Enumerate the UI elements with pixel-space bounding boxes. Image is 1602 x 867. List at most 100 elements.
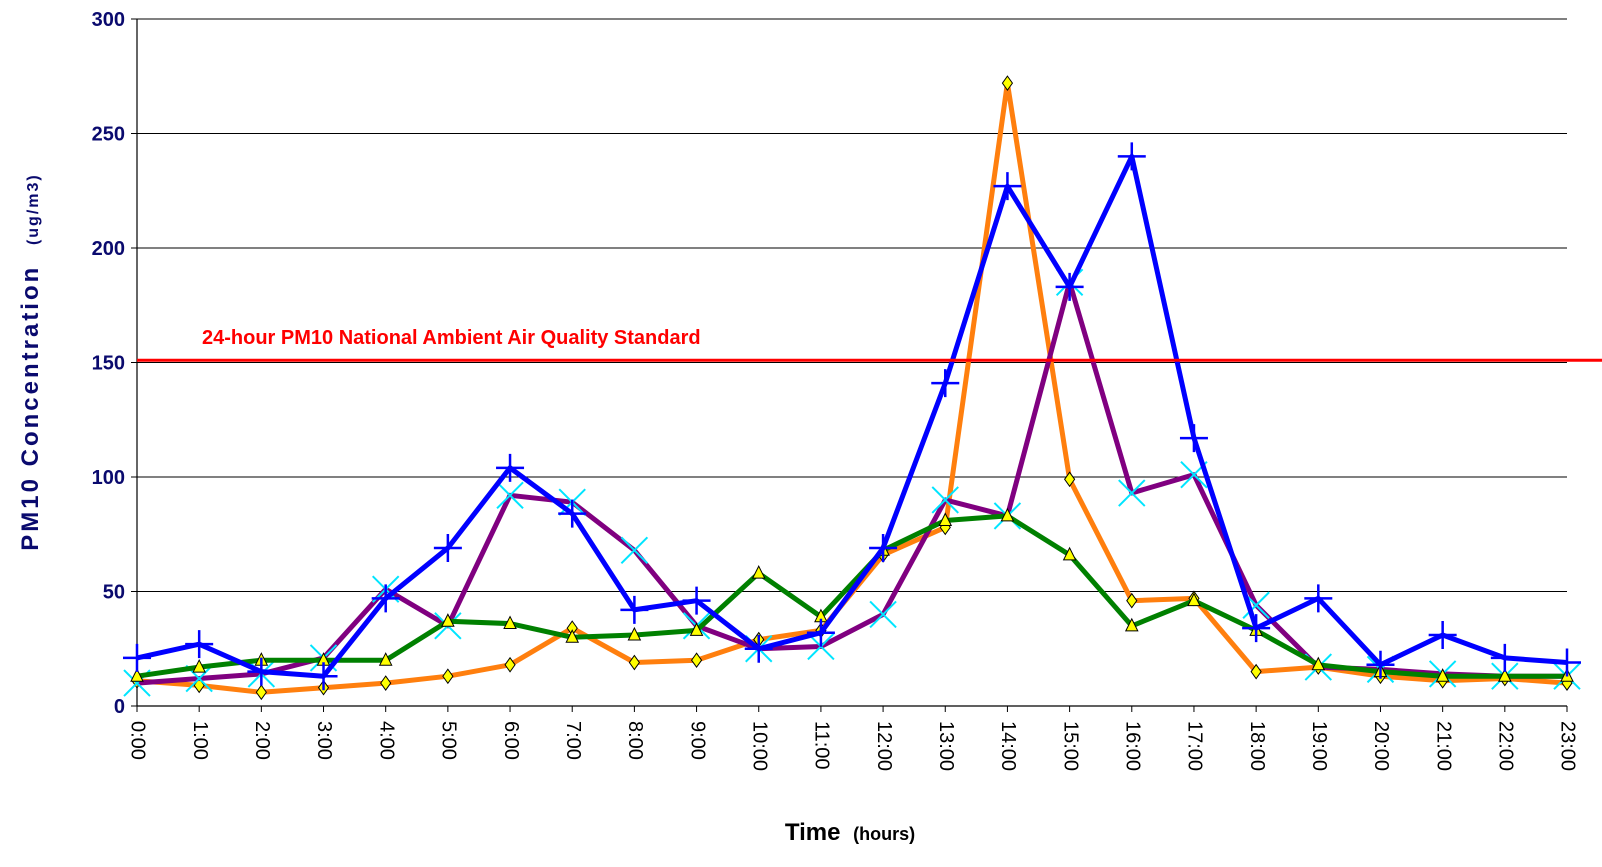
data-point-plus	[247, 657, 276, 686]
y-tick-label: 100	[92, 467, 125, 489]
data-point-x	[620, 536, 649, 564]
data-point-x	[931, 486, 959, 514]
data-point-triangle	[1498, 668, 1512, 682]
data-point-x	[1118, 479, 1146, 507]
y-tick-label: 0	[114, 696, 125, 718]
x-tick-label: 23:00	[1557, 721, 1579, 771]
data-point-plus	[185, 630, 214, 659]
x-tick-label: 15:00	[1059, 721, 1081, 771]
data-point-plus	[1428, 621, 1457, 650]
data-point-plus	[1055, 272, 1084, 301]
x-tick-label: 19:00	[1308, 721, 1330, 771]
data-point-x	[496, 481, 524, 510]
data-point-plus	[620, 595, 649, 624]
y-axis-ticks: 0 50 100 150 200 250 300	[92, 9, 137, 718]
data-point-plus	[371, 584, 400, 613]
data-point-triangle	[378, 652, 393, 666]
data-point-plus	[682, 586, 711, 615]
y-axis-title-unit: (ug/m3)	[25, 173, 42, 245]
data-point-plus	[309, 662, 338, 691]
data-point-triangle	[1062, 546, 1077, 561]
x-tick-label: 5:00	[438, 721, 460, 760]
data-point-x	[869, 600, 897, 629]
data-point-plus	[1553, 648, 1581, 677]
data-point-triangle	[1187, 592, 1201, 607]
data-point-plus	[1304, 584, 1333, 613]
x-tick-label: 8:00	[624, 721, 646, 760]
data-point-diamond	[1126, 592, 1138, 609]
data-point-plus	[496, 453, 525, 482]
data-point-triangle	[689, 622, 704, 636]
x-axis-title-main: Time	[785, 819, 841, 846]
x-tick-label: 21:00	[1432, 721, 1454, 771]
data-point-triangle	[130, 668, 144, 682]
x-tick-label: 3:00	[313, 721, 335, 760]
x-tick-label: 7:00	[562, 721, 584, 760]
x-tick-label: 4:00	[375, 721, 397, 760]
data-point-plus	[1366, 650, 1395, 679]
data-point-diamond	[504, 656, 516, 673]
gridlines	[137, 18, 1567, 592]
series-4	[123, 142, 1581, 691]
x-axis-ticks: 0:00 1:00 2:00 3:00 4:00 5:00 6:00 7:00 8:00 9:00…	[127, 706, 1579, 771]
x-tick-label: 6:00	[500, 721, 522, 760]
data-point-diamond	[690, 652, 703, 669]
data-point-plus	[1179, 424, 1208, 453]
x-tick-label: 12:00	[873, 721, 895, 771]
y-tick-label: 250	[92, 124, 125, 146]
y-axis-title: PM10 Concentration (ug/m3)	[17, 173, 44, 550]
data-point-diamond	[1063, 471, 1076, 488]
x-tick-label: 18:00	[1246, 721, 1268, 771]
data-point-plus	[123, 643, 151, 672]
series-1	[131, 75, 1573, 701]
data-point-plus	[993, 172, 1022, 201]
x-axis-title-unit: (hours)	[853, 824, 915, 844]
data-point-diamond	[1250, 663, 1262, 680]
x-tick-label: 13:00	[935, 721, 957, 771]
data-point-plus	[1242, 614, 1271, 643]
x-tick-label: 20:00	[1370, 721, 1392, 771]
data-point-diamond	[628, 654, 641, 671]
x-tick-label: 16:00	[1122, 721, 1144, 771]
x-tick-label: 1:00	[189, 721, 211, 760]
x-tick-label: 14:00	[997, 721, 1019, 771]
data-point-diamond	[380, 675, 392, 691]
x-tick-label: 22:00	[1495, 721, 1517, 771]
data-point-triangle	[1311, 656, 1326, 671]
data-point-triangle	[938, 512, 953, 527]
data-point-plus	[433, 533, 462, 562]
data-point-diamond	[1001, 75, 1014, 91]
data-point-triangle	[627, 626, 642, 641]
y-tick-label: 50	[103, 582, 125, 604]
data-point-triangle	[1435, 668, 1450, 682]
data-point-plus	[1490, 643, 1519, 672]
data-point-plus	[806, 618, 835, 647]
series-line	[136, 513, 1567, 679]
standard-reference-label: 24-hour PM10 National Ambient Air Qualit…	[202, 327, 701, 349]
series-group	[123, 75, 1581, 701]
y-axis-title-main: PM10 Concentration	[17, 265, 44, 551]
x-axis-title: Time (hours)	[785, 819, 915, 846]
series-line	[136, 80, 1568, 695]
x-tick-label: 10:00	[748, 721, 770, 771]
series-line	[136, 153, 1568, 679]
data-point-plus	[558, 499, 587, 528]
y-tick-label: 300	[92, 9, 125, 31]
data-point-triangle	[503, 615, 517, 630]
data-point-diamond	[442, 668, 454, 685]
data-point-triangle	[441, 613, 455, 627]
data-point-diamond	[255, 684, 267, 701]
data-point-triangle	[192, 658, 206, 673]
x-tick-label: 11:00	[811, 721, 833, 770]
data-point-triangle	[565, 629, 580, 643]
data-point-plus	[744, 634, 773, 663]
y-tick-label: 200	[92, 238, 125, 260]
x-tick-label: 17:00	[1184, 721, 1206, 771]
y-tick-label: 150	[92, 353, 125, 375]
data-point-triangle	[1124, 617, 1139, 632]
x-tick-label: 9:00	[686, 721, 708, 760]
x-tick-label: 2:00	[251, 721, 273, 760]
reference-line-group: 24-hour PM10 National Ambient Air Qualit…	[137, 327, 1602, 362]
x-tick-label: 0:00	[127, 721, 149, 760]
